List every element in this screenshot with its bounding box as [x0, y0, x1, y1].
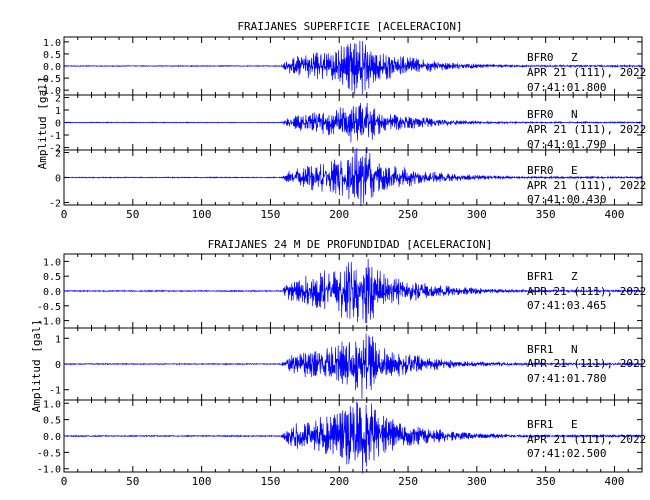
- y-tick-label: -0.5: [37, 448, 61, 459]
- x-tick-label: 250: [398, 208, 418, 221]
- waveform-line: [63, 333, 643, 399]
- station-label: BFR1: [527, 270, 554, 283]
- x-tick-label: 150: [260, 208, 280, 221]
- time-label: 07:41:02.500: [527, 447, 606, 460]
- waveform-line: [63, 40, 643, 95]
- x-axis-ticks-bottom: 0 50 100 150 200 250 300 350 400: [61, 475, 625, 488]
- y-axis-label-top: Amplitud [gal]: [36, 77, 49, 170]
- y-tick-label: 1.0: [43, 257, 61, 268]
- y-ticks: 1.0 0.5 0.0 -0.5 -1.0: [37, 399, 643, 476]
- component-label: N: [571, 108, 578, 121]
- figure-top: FRAIJANES SUPERFICIE [ACELERACION] Ampli…: [36, 20, 646, 221]
- station-label: BFR0: [527, 51, 554, 64]
- y-tick-label: 2: [55, 149, 61, 160]
- component-label: E: [571, 164, 578, 177]
- y-tick-label: 0: [55, 174, 61, 185]
- x-tick-label: 200: [329, 475, 349, 488]
- y-tick-label: 1.0: [43, 399, 61, 410]
- x-tick-label: 250: [398, 475, 418, 488]
- y-tick-label: 2: [55, 94, 61, 105]
- panel-bfr0-n: 21 0-1 -2 BFR0 N APR 21 (111), 2022 07:41:…: [49, 94, 646, 155]
- component-label: Z: [571, 51, 578, 64]
- x-tick-label: 300: [467, 475, 487, 488]
- x-tick-label: 0: [61, 475, 68, 488]
- y-tick-label: 0.5: [43, 416, 61, 427]
- x-tick-label: 0: [61, 208, 68, 221]
- x-tick-label: 100: [192, 208, 212, 221]
- date-label: APR 21 (111), 2022: [527, 66, 646, 79]
- y-axis-label-bottom: Amplitud [gal]: [30, 320, 43, 413]
- panel-bfr0-e: 2 0 -2 BFR0 E APR 21 (111), 2022 07:41:00.…: [49, 148, 646, 210]
- time-label: 07:41:01.780: [527, 372, 606, 385]
- station-label: BFR0: [527, 164, 554, 177]
- y-tick-label: 0.0: [43, 62, 61, 73]
- panel-bfr1-n: 1 0 -1 BFR1 N APR 21 (111), 2022 07:41:01.…: [49, 327, 646, 401]
- y-ticks: 2 0 -2: [49, 149, 643, 210]
- component-label: N: [571, 343, 578, 356]
- y-tick-label: -2: [49, 144, 61, 155]
- x-tick-label: 50: [126, 475, 139, 488]
- x-axis-ticks-top: 0 50 100 150 200 250 300 350 400: [61, 208, 625, 221]
- station-label: BFR1: [527, 418, 554, 431]
- y-tick-label: -2: [49, 199, 61, 210]
- x-tick-label: 350: [536, 208, 556, 221]
- x-tick-label: 150: [260, 475, 280, 488]
- x-tick-label: 400: [605, 208, 625, 221]
- chart-title-top: FRAIJANES SUPERFICIE [ACELERACION]: [237, 20, 462, 33]
- y-tick-label: -0.5: [37, 302, 61, 313]
- y-tick-label: 0: [55, 119, 61, 130]
- waveform-line: [63, 102, 643, 143]
- time-label: 07:41:00.430: [527, 193, 606, 206]
- station-label: BFR1: [527, 343, 554, 356]
- date-label: APR 21 (111), 2022: [527, 433, 646, 446]
- panel-bfr0-z: 1.00.50.0-0.5-1.0 BFR0 Z APR 21 (111), 2…: [37, 36, 646, 97]
- y-tick-label: 0.0: [43, 287, 61, 298]
- figure-bottom: FRAIJANES 24 M DE PROFUNDIDAD [ACELERACI…: [30, 238, 646, 488]
- x-tick-label: 200: [329, 208, 349, 221]
- y-tick-label: 0.5: [43, 272, 61, 283]
- time-label: 07:41:01.800: [527, 81, 606, 94]
- station-label: BFR0: [527, 108, 554, 121]
- y-ticks: 1 0 -1: [49, 328, 643, 400]
- chart-title-bottom: FRAIJANES 24 M DE PROFUNDIDAD [ACELERACI…: [208, 238, 493, 251]
- x-tick-label: 350: [536, 475, 556, 488]
- time-label: 07:41:01.790: [527, 138, 606, 151]
- component-label: Z: [571, 270, 578, 283]
- panel-bfr1-e: 1.0 0.5 0.0 -0.5 -1.0 BFR1 E APR 21 (111), 2…: [37, 399, 646, 475]
- time-label: 07:41:03.465: [527, 299, 606, 312]
- y-tick-label: 0.5: [43, 50, 61, 61]
- panel-bfr1-z: 1.0 0.5 0.0 -0.5 -1.0 BFR1 Z APR 21 (111), 2…: [37, 253, 646, 329]
- y-tick-label: -1.0: [37, 317, 61, 328]
- y-tick-label: -1: [49, 131, 61, 142]
- y-tick-label: 0.0: [43, 432, 61, 443]
- component-label: E: [571, 418, 578, 431]
- y-ticks: 21 0-1 -2: [49, 94, 643, 155]
- y-tick-label: 1: [55, 334, 61, 345]
- waveform-line: [63, 148, 643, 207]
- y-tick-label: 1: [55, 106, 61, 117]
- y-tick-label: -1.0: [37, 465, 61, 476]
- date-label: APR 21 (111), 2022: [527, 179, 646, 192]
- y-tick-label: -1.0: [37, 86, 61, 97]
- x-tick-label: 400: [605, 475, 625, 488]
- y-tick-label: 1.0: [43, 38, 61, 49]
- date-label: APR 21 (111), 2022: [527, 123, 646, 136]
- y-tick-label: 0: [55, 360, 61, 371]
- y-tick-label: -1: [49, 386, 61, 397]
- date-label: APR 21 (111), 2022: [527, 357, 646, 370]
- date-label: APR 21 (111), 2022: [527, 285, 646, 298]
- y-tick-label: -0.5: [37, 74, 61, 85]
- x-tick-label: 300: [467, 208, 487, 221]
- x-tick-label: 50: [126, 208, 139, 221]
- waveform-line: [63, 258, 643, 324]
- x-tick-label: 100: [192, 475, 212, 488]
- waveform-line: [63, 401, 643, 474]
